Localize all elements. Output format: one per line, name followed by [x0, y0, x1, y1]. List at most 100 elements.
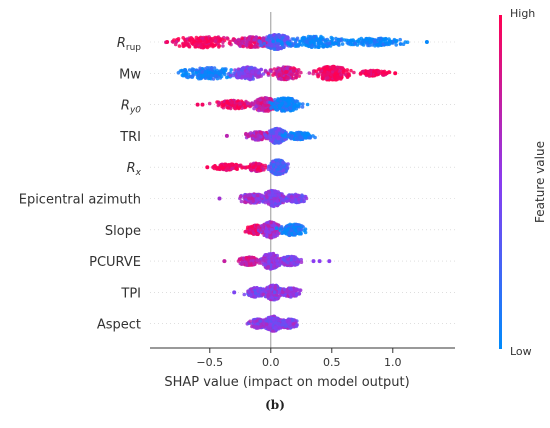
- shap-point: [281, 71, 285, 75]
- shap-point: [209, 41, 214, 46]
- shap-point: [381, 42, 385, 47]
- shap-point: [259, 134, 263, 139]
- shap-point: [284, 69, 289, 74]
- shap-point: [214, 74, 218, 78]
- shap-point: [214, 70, 218, 75]
- shap-point: [336, 74, 340, 79]
- shap-point: [291, 69, 296, 73]
- shap-point: [253, 45, 257, 49]
- shap-point: [263, 200, 268, 205]
- shap-point: [295, 136, 300, 140]
- shap-point: [225, 100, 230, 105]
- shap-outlier-point: [393, 71, 398, 76]
- shap-point: [245, 40, 249, 44]
- shap-point: [317, 67, 322, 71]
- shap-point: [276, 127, 281, 131]
- shap-point: [373, 69, 378, 74]
- shap-point: [253, 40, 257, 45]
- shap-point: [302, 36, 307, 41]
- shap-point: [294, 75, 298, 80]
- shap-point: [198, 66, 202, 71]
- shap-point: [208, 36, 213, 41]
- shap-point: [280, 128, 285, 133]
- shap-point: [243, 75, 247, 79]
- shap-point: [249, 131, 253, 135]
- shap-point: [177, 44, 182, 48]
- shap-point: [287, 42, 292, 46]
- shap-point: [299, 260, 304, 265]
- shap-point: [247, 196, 251, 201]
- shap-point: [276, 172, 281, 176]
- shap-outlier-point: [224, 133, 229, 138]
- shap-point: [303, 227, 308, 231]
- shap-point: [232, 71, 236, 76]
- shap-point: [285, 199, 289, 203]
- shap-point: [236, 67, 241, 71]
- shap-point: [226, 166, 230, 170]
- shap-point: [279, 96, 283, 101]
- shap-point: [265, 233, 269, 237]
- shap-point: [261, 287, 266, 291]
- shap-point: [280, 231, 284, 235]
- shap-point: [293, 228, 298, 233]
- shap-point: [281, 133, 286, 138]
- beeswarm-points: [164, 33, 429, 333]
- shap-point: [257, 36, 262, 40]
- shap-point: [274, 190, 278, 194]
- shap-point: [322, 73, 327, 78]
- shap-point: [276, 140, 281, 144]
- shap-point: [232, 104, 237, 108]
- shap-point: [293, 41, 298, 46]
- shap-point: [272, 196, 277, 201]
- shap-point: [312, 40, 316, 45]
- shap-point: [249, 65, 254, 70]
- shap-point: [176, 37, 181, 41]
- shap-point: [345, 70, 349, 74]
- shap-point: [228, 39, 232, 44]
- shap-point: [329, 72, 333, 77]
- shap-point: [276, 98, 280, 103]
- shap-point: [289, 72, 294, 77]
- shap-point: [269, 203, 274, 208]
- shap-point: [387, 42, 392, 47]
- shap-outlier-point: [200, 102, 205, 107]
- shap-point: [252, 261, 256, 266]
- shap-point: [209, 66, 214, 70]
- shap-point: [263, 253, 268, 257]
- shap-point: [385, 71, 389, 75]
- shap-point: [271, 251, 276, 256]
- shap-point: [266, 164, 271, 169]
- shap-point: [308, 135, 312, 140]
- shap-point: [330, 70, 335, 74]
- shap-point: [206, 75, 210, 79]
- shap-point: [323, 70, 327, 74]
- shap-point: [286, 194, 290, 198]
- shap-point: [211, 77, 216, 81]
- shap-point: [223, 68, 228, 73]
- shap-point: [401, 42, 406, 46]
- shap-point: [246, 73, 250, 78]
- shap-point: [405, 40, 410, 44]
- shap-outlier-point: [165, 40, 170, 44]
- shap-point: [246, 134, 250, 139]
- shap-point: [236, 42, 241, 46]
- shap-point: [357, 37, 362, 42]
- shap-point: [251, 77, 255, 81]
- shap-point: [277, 103, 281, 108]
- shap-point: [368, 40, 373, 44]
- shap-point: [372, 38, 377, 43]
- shap-point: [225, 36, 229, 40]
- shap-point: [229, 101, 233, 105]
- shap-point: [201, 74, 205, 79]
- shap-point: [229, 68, 233, 72]
- shap-point: [180, 73, 185, 77]
- shap-point: [296, 68, 301, 72]
- shap-point: [279, 225, 284, 229]
- shap-point: [332, 75, 337, 79]
- shap-point: [247, 37, 251, 41]
- shap-point: [252, 38, 257, 42]
- shap-point: [214, 36, 218, 41]
- shap-point: [226, 106, 230, 110]
- shap-point: [325, 65, 330, 69]
- shap-point: [184, 75, 189, 79]
